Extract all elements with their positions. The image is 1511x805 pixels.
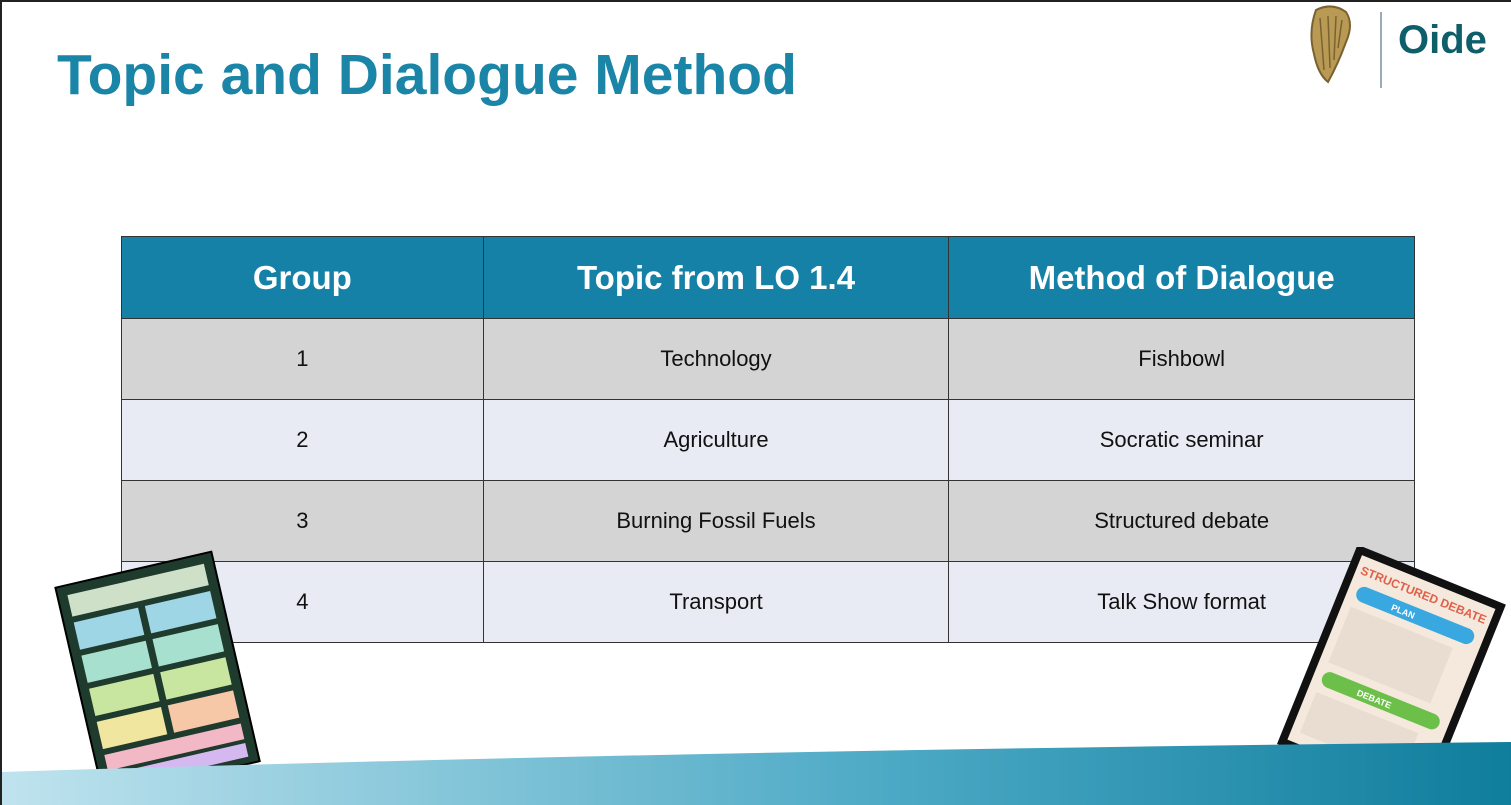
logo-text: Oide: [1398, 18, 1487, 62]
harp-logo: [1310, 5, 1351, 84]
table-cell: Agriculture: [482, 399, 950, 481]
slide-title: Topic and Dialogue Method: [57, 43, 797, 107]
table-cell: Burning Fossil Fuels: [482, 480, 950, 562]
header-row: Group Topic from LO 1.4 Method of Dialogue: [121, 236, 1415, 319]
logo-divider: [1380, 12, 1382, 88]
table-row: 2 Agriculture Socratic seminar: [121, 399, 1415, 481]
column-header: Group: [121, 236, 484, 319]
column-header: Method of Dialogue: [948, 236, 1415, 319]
worksheet-thumbnail-left: [54, 550, 261, 797]
dialogue-table: Group Topic from LO 1.4 Method of Dialogue…: [121, 236, 1415, 643]
footer-wave: [2, 742, 1511, 805]
table-cell: 1: [121, 318, 484, 400]
worksheet-thumbnail-right: STRUCTURED DEBATE PLAN DEBATE: [1277, 547, 1506, 797]
table-row: 3 Burning Fossil Fuels Structured debate: [121, 480, 1415, 562]
table-row: 1 Technology Fishbowl: [121, 318, 1415, 400]
table-row: 4 Transport Talk Show format: [121, 561, 1415, 643]
table-cell: 2: [121, 399, 484, 481]
table-cell: Fishbowl: [948, 318, 1415, 400]
table-cell: Transport: [482, 561, 950, 643]
table-cell: Talk Show format: [948, 561, 1415, 643]
table-cell: Technology: [482, 318, 950, 400]
table-body: 1 Technology Fishbowl 2 Agriculture Socratic …: [121, 318, 1415, 643]
table-cell: Structured debate: [948, 480, 1415, 562]
column-header: Topic from LO 1.4: [482, 236, 950, 319]
table-cell: 3: [121, 480, 484, 562]
table-cell: Socratic seminar: [948, 399, 1415, 481]
